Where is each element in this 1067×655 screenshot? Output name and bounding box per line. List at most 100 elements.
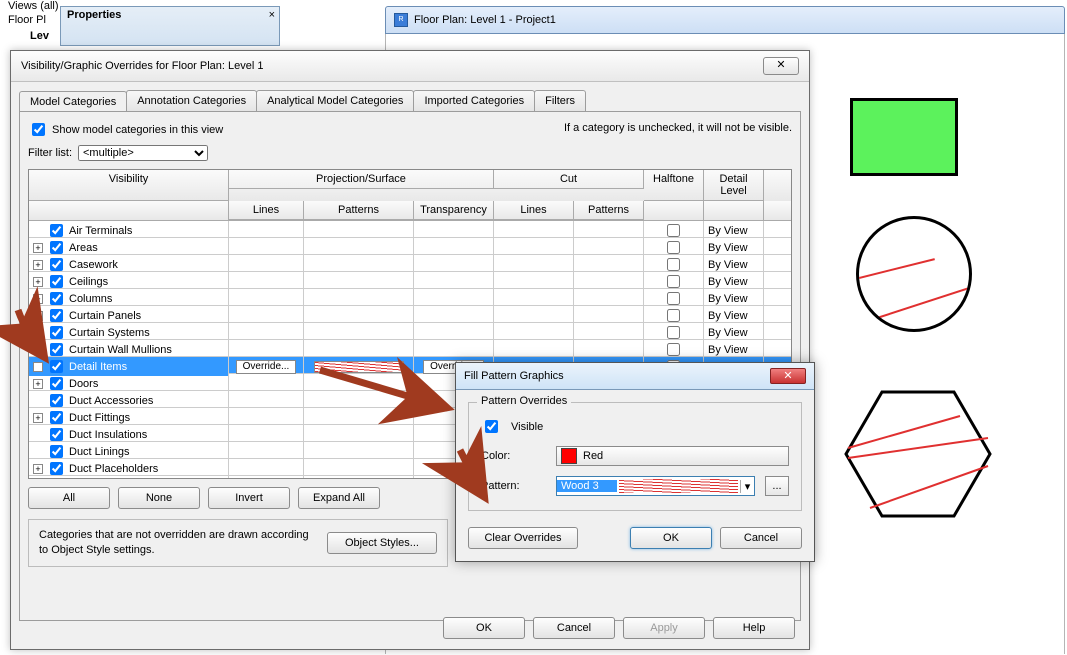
category-visibility-checkbox[interactable] [50, 343, 63, 356]
halftone-checkbox[interactable] [667, 275, 680, 288]
clear-overrides-button[interactable]: Clear Overrides [468, 527, 578, 549]
subcol-lines: Lines [229, 201, 304, 220]
expand-icon [33, 447, 43, 457]
object-styles-button[interactable]: Object Styles... [327, 532, 437, 554]
category-visibility-checkbox[interactable] [50, 309, 63, 322]
expand-icon[interactable]: + [33, 277, 43, 287]
category-visibility-checkbox[interactable] [50, 241, 63, 254]
document-tab-label: Floor Plan: Level 1 - Project1 [414, 14, 556, 26]
pattern-swatch-icon [619, 479, 738, 493]
category-name: Casework [69, 259, 118, 271]
override-note-text: Categories that are not overridden are d… [39, 528, 311, 558]
halftone-checkbox[interactable] [667, 224, 680, 237]
table-row[interactable]: +CeilingsBy View [29, 272, 791, 289]
expand-icon[interactable]: + [33, 243, 43, 253]
halftone-checkbox[interactable] [667, 309, 680, 322]
vg-dialog-title: Visibility/Graphic Overrides for Floor P… [21, 60, 264, 72]
category-visibility-checkbox[interactable] [50, 258, 63, 271]
category-visibility-checkbox[interactable] [50, 326, 63, 339]
none-button[interactable]: None [118, 487, 200, 509]
category-visibility-checkbox[interactable] [50, 224, 63, 237]
fp-close-button[interactable]: ✕ [770, 368, 806, 384]
expand-icon[interactable]: + [33, 294, 43, 304]
all-button[interactable]: All [28, 487, 110, 509]
visible-label: Visible [511, 421, 543, 433]
show-model-categories-checkbox[interactable] [32, 123, 45, 136]
override-cell[interactable] [229, 459, 304, 478]
category-visibility-checkbox[interactable] [50, 411, 63, 424]
tab-annotation-categories[interactable]: Annotation Categories [126, 90, 257, 111]
override-button[interactable]: Override... [236, 360, 297, 374]
color-label: Color: [481, 450, 546, 462]
category-visibility-checkbox[interactable] [50, 292, 63, 305]
pattern-combobox[interactable]: Wood 3 ▾ [556, 476, 755, 496]
example-hexagon-shape [842, 388, 992, 520]
col-projection-surface: Projection/Surface [229, 170, 494, 189]
tab-imported-categories[interactable]: Imported Categories [413, 90, 535, 111]
tab-model-categories[interactable]: Model Categories [19, 91, 127, 112]
expand-icon[interactable]: + [33, 464, 43, 474]
floor-pl-label: Floor Pl [8, 14, 46, 26]
table-row[interactable]: Air TerminalsBy View [29, 221, 791, 238]
table-row[interactable]: +Curtain Wall MullionsBy View [29, 340, 791, 357]
halftone-checkbox[interactable] [667, 343, 680, 356]
category-visibility-checkbox[interactable] [50, 275, 63, 288]
unchecked-info-text: If a category is unchecked, it will not … [564, 122, 792, 134]
color-picker-button[interactable]: Red [556, 446, 789, 466]
halftone-checkbox[interactable] [667, 241, 680, 254]
fp-dialog-title: Fill Pattern Graphics [464, 370, 564, 382]
lev-label: Lev [30, 30, 49, 42]
revit-view-icon: R [394, 13, 408, 27]
expand-icon[interactable]: + [33, 345, 43, 355]
vg-help-button[interactable]: Help [713, 617, 795, 639]
filter-list-select[interactable]: <multiple> [78, 145, 208, 161]
category-visibility-checkbox[interactable] [50, 360, 63, 373]
expand-icon[interactable]: + [33, 328, 43, 338]
halftone-checkbox[interactable] [667, 326, 680, 339]
fp-cancel-button[interactable]: Cancel [720, 527, 802, 549]
vg-cancel-button[interactable]: Cancel [533, 617, 615, 639]
table-row[interactable]: +AreasBy View [29, 238, 791, 255]
properties-panel: Properties × [60, 6, 280, 46]
expand-icon[interactable]: + [33, 362, 43, 372]
vg-ok-button[interactable]: OK [443, 617, 525, 639]
color-swatch [561, 448, 577, 464]
vg-close-button[interactable]: ✕ [763, 57, 799, 75]
tab-filters[interactable]: Filters [534, 90, 586, 111]
category-visibility-checkbox[interactable] [50, 445, 63, 458]
category-visibility-checkbox[interactable] [50, 377, 63, 390]
halftone-checkbox[interactable] [667, 258, 680, 271]
expand-icon [33, 396, 43, 406]
halftone-checkbox[interactable] [667, 292, 680, 305]
pattern-swatch-icon [314, 361, 404, 373]
table-row[interactable]: +Curtain PanelsBy View [29, 306, 791, 323]
expand-icon[interactable]: + [33, 379, 43, 389]
vg-apply-button[interactable]: Apply [623, 617, 705, 639]
expand-icon[interactable]: + [33, 311, 43, 321]
chevron-down-icon[interactable]: ▾ [740, 480, 754, 493]
expand-all-button[interactable]: Expand All [298, 487, 380, 509]
category-visibility-checkbox[interactable] [50, 462, 63, 475]
table-row[interactable]: +CaseworkBy View [29, 255, 791, 272]
expand-icon[interactable]: + [33, 260, 43, 270]
pattern-label: Pattern: [481, 480, 546, 492]
category-visibility-checkbox[interactable] [50, 394, 63, 407]
override-cell[interactable] [304, 459, 414, 478]
subcol-cut-lines: Lines [494, 201, 574, 220]
visible-checkbox[interactable] [485, 420, 498, 433]
table-row[interactable]: +Curtain SystemsBy View [29, 323, 791, 340]
color-name: Red [583, 450, 603, 462]
category-name: Air Terminals [69, 225, 132, 237]
show-model-categories-label: Show model categories in this view [52, 124, 223, 136]
document-tab[interactable]: R Floor Plan: Level 1 - Project1 [385, 6, 1065, 34]
fp-ok-button[interactable]: OK [630, 527, 712, 549]
table-row[interactable]: +ColumnsBy View [29, 289, 791, 306]
category-name: Duct Fittings [69, 412, 130, 424]
filter-list-label: Filter list: [28, 147, 72, 159]
properties-close-icon[interactable]: × [269, 9, 275, 21]
invert-button[interactable]: Invert [208, 487, 290, 509]
pattern-browse-button[interactable]: ... [765, 476, 789, 496]
tab-analytical-model-categories[interactable]: Analytical Model Categories [256, 90, 414, 111]
category-visibility-checkbox[interactable] [50, 428, 63, 441]
expand-icon[interactable]: + [33, 413, 43, 423]
